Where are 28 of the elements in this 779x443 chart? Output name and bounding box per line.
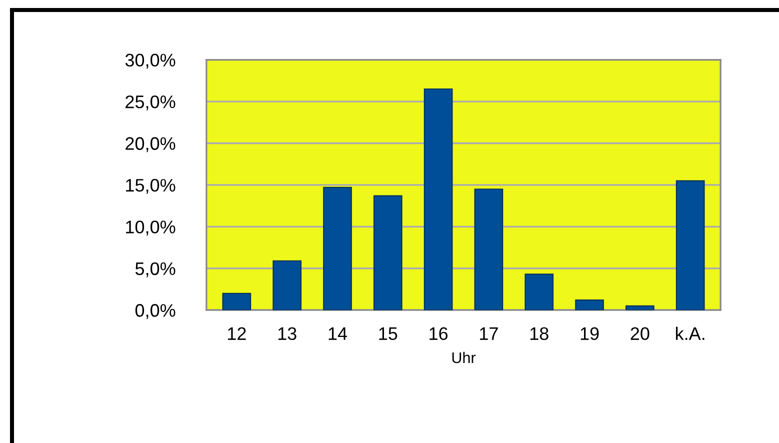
y-tick-label: 0,0% bbox=[135, 304, 176, 319]
bar bbox=[524, 274, 554, 310]
bar bbox=[424, 88, 453, 310]
x-tick-label: 16 bbox=[430, 327, 448, 340]
bar bbox=[272, 260, 302, 310]
bar bbox=[575, 300, 604, 310]
bar bbox=[323, 186, 352, 310]
x-tick-label: 13 bbox=[278, 327, 296, 340]
x-tick-label: 19 bbox=[580, 327, 599, 340]
bar bbox=[676, 180, 705, 310]
bar bbox=[626, 305, 654, 310]
x-tick-label: 14 bbox=[328, 327, 348, 340]
x-tick-label: k.A. bbox=[676, 326, 704, 340]
bar bbox=[222, 292, 252, 310]
x-tick-label: 18 bbox=[530, 327, 548, 340]
y-tick-label: 5,0% bbox=[135, 262, 176, 278]
x-tick-label: 20 bbox=[630, 327, 650, 340]
y-tick-label: 30,0% bbox=[125, 54, 176, 69]
x-tick-label: 17 bbox=[480, 327, 498, 340]
x-tick-label: 12 bbox=[228, 327, 246, 340]
bar bbox=[373, 195, 402, 310]
y-tick-label: 25,0% bbox=[126, 95, 176, 110]
x-tick-label: 15 bbox=[379, 327, 398, 340]
y-tick-label: 15,0% bbox=[126, 178, 176, 194]
x-axis-title: Uhr bbox=[452, 352, 476, 364]
bar bbox=[474, 188, 504, 310]
y-tick-label: 20,0% bbox=[126, 137, 176, 152]
y-tick-label: 10,0% bbox=[126, 220, 176, 236]
